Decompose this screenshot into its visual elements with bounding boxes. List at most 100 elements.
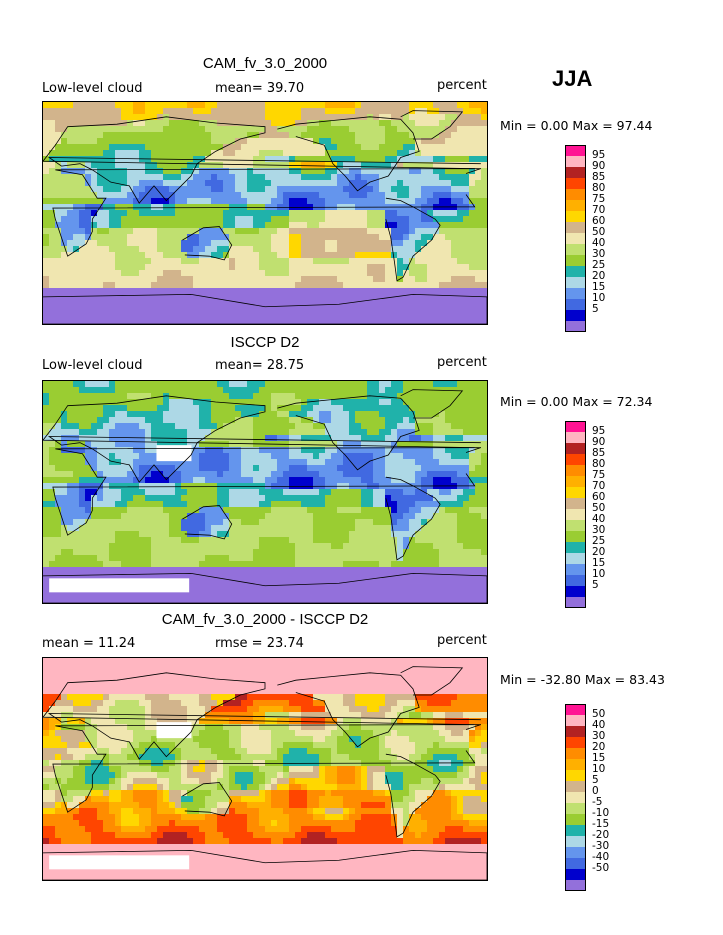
colorbar-tick-label: 20 bbox=[592, 741, 606, 753]
coastline bbox=[400, 110, 464, 140]
colorbar-swatch bbox=[565, 792, 586, 803]
colorbar-swatch bbox=[565, 737, 586, 748]
colorbar-swatch bbox=[565, 310, 586, 321]
colorbar-swatch bbox=[565, 432, 586, 443]
colorbar-tick-label: 10 bbox=[592, 763, 606, 775]
colorbar-tick-label: -50 bbox=[592, 862, 610, 874]
map-model bbox=[42, 101, 488, 325]
colorbar-swatch bbox=[565, 255, 586, 266]
colorbar-swatch bbox=[565, 858, 586, 869]
min-max-label: Min = -32.80 Max = 83.43 bbox=[500, 672, 665, 687]
map-diff bbox=[42, 657, 488, 881]
colorbar-tick-label: 15 bbox=[592, 281, 606, 293]
coastline bbox=[43, 849, 487, 880]
colorbar-swatch bbox=[565, 454, 586, 465]
colorbar-swatch bbox=[565, 167, 586, 178]
colorbar-tick-label: 10 bbox=[592, 568, 606, 580]
coastline bbox=[52, 447, 481, 536]
units-label: percent bbox=[437, 78, 487, 93]
colorbar-tick-label: 15 bbox=[592, 752, 606, 764]
colorbar-swatch bbox=[565, 880, 586, 891]
coastline bbox=[277, 116, 420, 192]
colorbar-tick-label: 90 bbox=[592, 160, 606, 172]
colorbar-swatch bbox=[565, 476, 586, 487]
colorbar-tick-label: 60 bbox=[592, 491, 606, 503]
mean-label: mean= 28.75 bbox=[215, 358, 305, 373]
colorbar-swatch bbox=[565, 233, 586, 244]
colorbar-tick-label: 85 bbox=[592, 447, 606, 459]
colorbar-swatch bbox=[565, 189, 586, 200]
coastline bbox=[385, 476, 441, 561]
missing-data-region bbox=[156, 722, 192, 739]
colorbar-tick-label: 20 bbox=[592, 270, 606, 282]
colorbar-tick-label: 50 bbox=[592, 708, 606, 720]
colorbar-swatch bbox=[565, 421, 586, 432]
colorbar-tick-label: 70 bbox=[592, 480, 606, 492]
panel-title: ISCCP D2 bbox=[230, 334, 300, 351]
colorbar-swatch bbox=[565, 586, 586, 597]
colorbar-swatch bbox=[565, 299, 586, 310]
colorbar-swatch bbox=[565, 759, 586, 770]
coastline bbox=[43, 395, 481, 483]
colorbar-tick-label: 0 bbox=[592, 785, 599, 797]
missing-data-region bbox=[49, 855, 190, 870]
colorbar-tick-label: -20 bbox=[592, 829, 610, 841]
missing-data-region bbox=[156, 445, 192, 462]
colorbar-swatch bbox=[565, 211, 586, 222]
colorbar-swatch bbox=[565, 814, 586, 825]
mean-label: mean = 11.24 bbox=[42, 636, 136, 651]
mean-label: mean= 39.70 bbox=[215, 81, 305, 96]
colorbar-tick-label: 40 bbox=[592, 513, 606, 525]
colorbar-tick-label: -5 bbox=[592, 796, 603, 808]
colorbar-swatch bbox=[565, 487, 586, 498]
map-obs bbox=[42, 380, 488, 604]
colorbar-swatch bbox=[565, 520, 586, 531]
colorbar-swatch bbox=[565, 277, 586, 288]
colorbar-swatch bbox=[565, 244, 586, 255]
colorbar-swatch bbox=[565, 288, 586, 299]
colorbar-swatch bbox=[565, 564, 586, 575]
coastline bbox=[182, 782, 233, 817]
min-max-label: Min = 0.00 Max = 72.34 bbox=[500, 394, 653, 409]
coastline bbox=[52, 724, 481, 813]
colorbar-swatch bbox=[565, 770, 586, 781]
rmse-label: rmse = 23.74 bbox=[215, 636, 304, 651]
colorbar-swatch bbox=[565, 836, 586, 847]
coastline bbox=[52, 168, 481, 257]
colorbar-tick-label: 25 bbox=[592, 535, 606, 547]
coastline bbox=[400, 389, 464, 419]
units-label: percent bbox=[437, 355, 487, 370]
colorbar-swatch bbox=[565, 704, 586, 715]
coastline bbox=[400, 666, 464, 696]
season-label: JJA bbox=[552, 66, 593, 91]
colorbar-swatch bbox=[565, 726, 586, 737]
colorbar-tick-label: 20 bbox=[592, 546, 606, 558]
colorbar-tick-label: 5 bbox=[592, 774, 599, 786]
colorbar-swatch bbox=[565, 531, 586, 542]
colorbar-swatch bbox=[565, 869, 586, 880]
coastline bbox=[385, 197, 441, 282]
colorbar-tick-label: 60 bbox=[592, 215, 606, 227]
colorbar-swatch bbox=[565, 266, 586, 277]
colorbar-swatch bbox=[565, 748, 586, 759]
colorbar-tick-label: 75 bbox=[592, 469, 606, 481]
min-max-label: Min = 0.00 Max = 97.44 bbox=[500, 118, 653, 133]
colorbar-swatch bbox=[565, 825, 586, 836]
colorbar-tick-label: 95 bbox=[592, 149, 606, 161]
colorbar-swatch bbox=[565, 803, 586, 814]
colorbar-tick-label: 90 bbox=[592, 436, 606, 448]
panel-title: CAM_fv_3.0_2000 bbox=[202, 55, 328, 72]
coastline bbox=[182, 226, 233, 261]
colorbar-swatch bbox=[565, 509, 586, 520]
coastline bbox=[385, 753, 441, 838]
colorbar-tick-label: 15 bbox=[592, 557, 606, 569]
colorbar-swatch bbox=[565, 222, 586, 233]
colorbar-swatch bbox=[565, 597, 586, 608]
colorbar-tick-label: 95 bbox=[592, 425, 606, 437]
coastline bbox=[43, 672, 481, 760]
colorbar-tick-label: 75 bbox=[592, 193, 606, 205]
colorbar-tick-label: 5 bbox=[592, 303, 599, 315]
coastline bbox=[277, 395, 420, 471]
colorbar-tick-label: 30 bbox=[592, 524, 606, 536]
colorbar-swatch bbox=[565, 200, 586, 211]
